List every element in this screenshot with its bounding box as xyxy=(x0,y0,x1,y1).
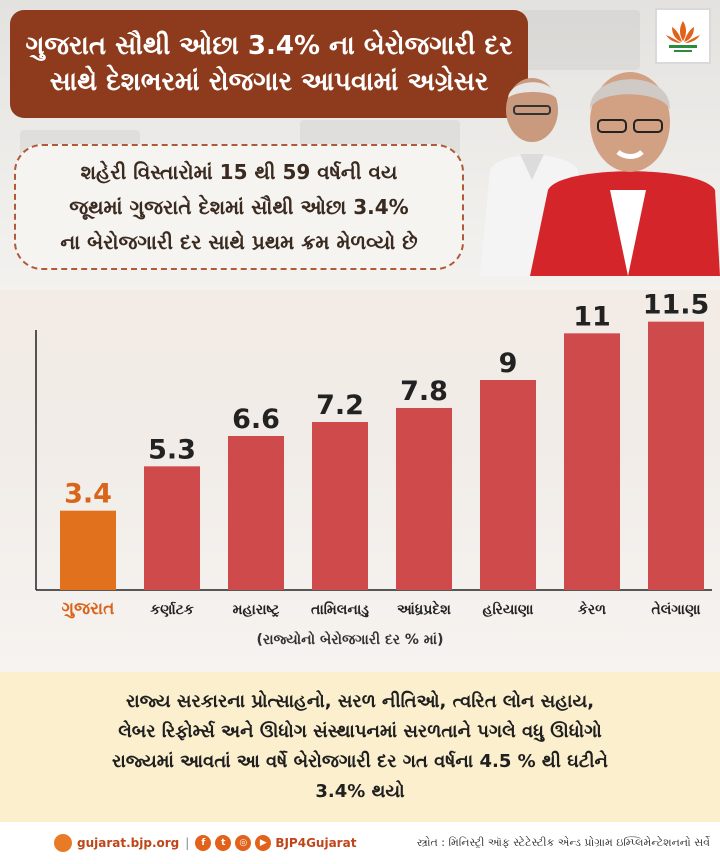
leaders-photo xyxy=(480,72,720,276)
category-label-4: આંધ્રપ્રદેશ xyxy=(397,599,451,618)
footer: gujarat.bjp.org | f t ◎ ▶ BJP4Gujarat સ્… xyxy=(0,822,720,864)
category-label-6: કેરળ xyxy=(578,600,606,618)
instagram-icon[interactable]: ◎ xyxy=(235,835,252,851)
globe-icon xyxy=(54,834,72,852)
bar-6 xyxy=(564,333,620,590)
website-text: gujarat.bjp.org xyxy=(77,836,180,850)
summary-line-4: 3.4% થયો xyxy=(315,781,405,802)
summary-line-1: રાજ્ય સરકારના પ્રોત્સાહનો, સરળ નીતિઓ, ત્… xyxy=(125,691,595,712)
social-icons: f t ◎ ▶ xyxy=(195,835,272,851)
bar-3 xyxy=(312,422,368,590)
headline-line-1: ગુજરાત સૌથી ઓછા 3.4% ના બેરોજગારી દર xyxy=(25,31,513,61)
category-label-1: કર્ણાટક xyxy=(150,600,194,618)
value-label-2: 6.6 xyxy=(232,404,280,435)
value-label-3: 7.2 xyxy=(316,390,364,421)
lotus-icon xyxy=(666,21,700,52)
value-label-1: 5.3 xyxy=(148,434,196,465)
category-label-5: હરિયાણા xyxy=(483,601,534,618)
headline-box: ગુજરાત સૌથી ઓછા 3.4% ના બેરોજગારી દર સાથ… xyxy=(10,10,528,118)
bar-4 xyxy=(396,408,452,590)
party-logo xyxy=(655,8,711,64)
category-label-0: ગુજરાત xyxy=(62,599,115,619)
category-label-7: તેલંગાણા xyxy=(651,600,701,618)
callout-line-3: ના બેરોજગારી દર સાથે પ્રથમ ક્રમ મેળવ્યો … xyxy=(60,229,418,254)
bar-2 xyxy=(228,436,284,590)
chart-unit-note: (રાજ્યોનો બેરોજગારી દર % માં) xyxy=(256,632,444,648)
summary-panel: રાજ્ય સરકારના પ્રોત્સાહનો, સરળ નીતિઓ, ત્… xyxy=(0,672,720,822)
callout-line-1: શહેરી વિસ્તારોમાં 15 થી 59 વર્ષની વય xyxy=(80,159,398,184)
source-note: સ્ત્રોત : મિનિસ્ટ્રી ઑફ સ્ટેટેસ્ટીક એન્ડ… xyxy=(416,836,710,849)
headline-line-2: સાથે દેશભરમાં રોજગાર આપવામાં અગ્રેસર xyxy=(49,67,489,97)
facebook-icon[interactable]: f xyxy=(195,835,212,851)
social-handle[interactable]: BJP4Gujarat xyxy=(275,836,357,850)
bar-7 xyxy=(648,321,704,590)
bar-0 xyxy=(60,510,116,590)
youtube-icon[interactable]: ▶ xyxy=(255,835,272,851)
value-label-4: 7.8 xyxy=(400,376,448,407)
bar-5 xyxy=(480,380,536,590)
value-label-7: 11.5 xyxy=(643,290,710,321)
value-label-0: 3.4 xyxy=(64,479,112,510)
value-label-6: 11 xyxy=(573,301,611,332)
website-link[interactable]: gujarat.bjp.org xyxy=(54,834,179,852)
callout-line-2: જૂથમાં ગુજરાતે દેશમાં સૌથી ઓછા 3.4% xyxy=(69,194,409,219)
bar-1 xyxy=(144,466,200,590)
category-label-2: મહારાષ્ટ્ર xyxy=(233,602,281,618)
twitter-icon[interactable]: t xyxy=(215,835,232,851)
footer-separator: | xyxy=(185,836,190,850)
summary-line-2: લેબર રિફોર્મ્સ અને ઊધોગ સંસ્થાપનમાં સરળત… xyxy=(118,721,602,742)
callout-box: શહેરી વિસ્તારોમાં 15 થી 59 વર્ષની વય જૂથ… xyxy=(14,144,464,270)
category-label-3: તામિલનાડુ xyxy=(311,601,369,618)
value-label-5: 9 xyxy=(499,348,518,379)
unemployment-bar-chart: 3.4 ગુજરાત 5.3 કર્ણાટક 6.6 મહારાષ્ટ્ર 7.2 તામિલ… xyxy=(35,290,712,619)
summary-line-3: રાજ્યમાં આવતાં આ વર્ષે બેરોજગારી દર ગત વ… xyxy=(112,751,608,772)
